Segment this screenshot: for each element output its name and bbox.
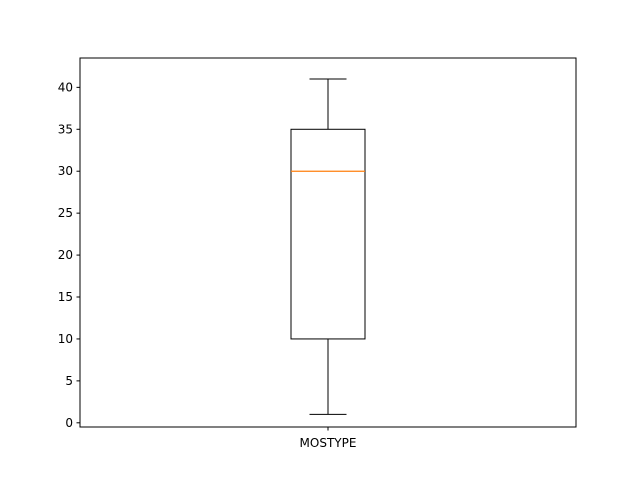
axes-frame [79,57,577,428]
y-tick-label: 20 [58,248,73,262]
x-axis: MOSTYPE [300,427,357,450]
y-tick-label: 10 [58,332,73,346]
y-tick-label: 5 [65,374,73,388]
y-tick-label: 35 [58,122,73,136]
iqr-box [290,128,366,340]
x-tick-label: MOSTYPE [300,436,357,450]
y-tick-label: 25 [58,206,73,220]
y-tick-label: 0 [65,416,73,430]
y-tick-label: 30 [58,164,73,178]
box-group [290,78,366,415]
y-tick-label: 40 [58,80,73,94]
plot-area [290,78,366,415]
y-axis: 0 5 10 15 20 25 30 35 40 [58,80,80,430]
y-tick-label: 15 [58,290,73,304]
